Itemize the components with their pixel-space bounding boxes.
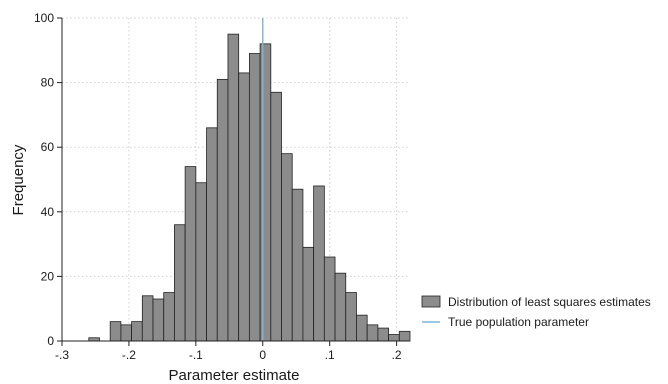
y-tick-label: 0 — [47, 334, 54, 348]
legend-swatch-histogram — [421, 295, 441, 308]
histogram-bar — [377, 327, 389, 342]
histogram-bar — [216, 78, 229, 342]
histogram-bar — [345, 292, 357, 342]
histogram-bar — [398, 330, 411, 342]
y-tick-label: 40 — [41, 205, 55, 219]
histogram-bar — [291, 188, 304, 342]
histogram-bar — [356, 314, 368, 342]
histogram-bar — [323, 256, 336, 342]
histogram-bar — [259, 43, 272, 342]
x-tick-label: -.3 — [55, 348, 69, 362]
legend-label-histogram: Distribution of least squares estimates — [448, 295, 651, 309]
histogram-bar — [334, 272, 347, 342]
y-tick-label: 20 — [41, 269, 55, 283]
histogram-bar — [248, 53, 261, 342]
x-axis-title: Parameter estimate — [169, 367, 300, 384]
y-axis-ticks: 0 20 40 60 80 100 — [34, 11, 62, 348]
x-tick-label: -.2 — [122, 348, 136, 362]
x-tick-label: .2 — [392, 348, 402, 362]
histogram-bar — [152, 298, 165, 342]
histogram-bar — [313, 185, 325, 342]
legend: Distribution of least squares estimates … — [421, 295, 651, 329]
legend-label-true-parameter: True population parameter — [448, 315, 589, 329]
histogram-bars — [88, 33, 411, 342]
histogram-bar — [131, 321, 143, 342]
histogram-bar — [281, 153, 293, 342]
histogram-bar — [238, 72, 250, 342]
y-tick-label: 60 — [41, 140, 55, 154]
histogram-bar — [195, 182, 207, 342]
histogram-bar — [302, 246, 315, 342]
x-tick-label: -.1 — [189, 348, 203, 362]
x-axis-ticks: -.3 -.2 -.1 0 .1 .2 — [55, 341, 402, 362]
histogram-bar — [120, 324, 133, 342]
histogram-bar — [388, 334, 400, 342]
histogram-bar — [270, 91, 282, 342]
histogram-bar — [163, 292, 175, 342]
y-axis-title: Frequency — [10, 144, 27, 215]
x-tick-label: 0 — [259, 348, 266, 362]
histogram-bar — [174, 224, 186, 342]
y-tick-label: 80 — [41, 76, 55, 90]
histogram-bar — [227, 33, 240, 342]
histogram-bar — [109, 321, 122, 342]
histogram-bar — [206, 127, 218, 342]
histogram-bar — [184, 166, 197, 342]
histogram-bar — [141, 295, 154, 342]
x-tick-label: .1 — [325, 348, 335, 362]
y-tick-label: 100 — [34, 11, 54, 25]
axes — [61, 18, 410, 342]
histogram-bar — [366, 324, 379, 342]
